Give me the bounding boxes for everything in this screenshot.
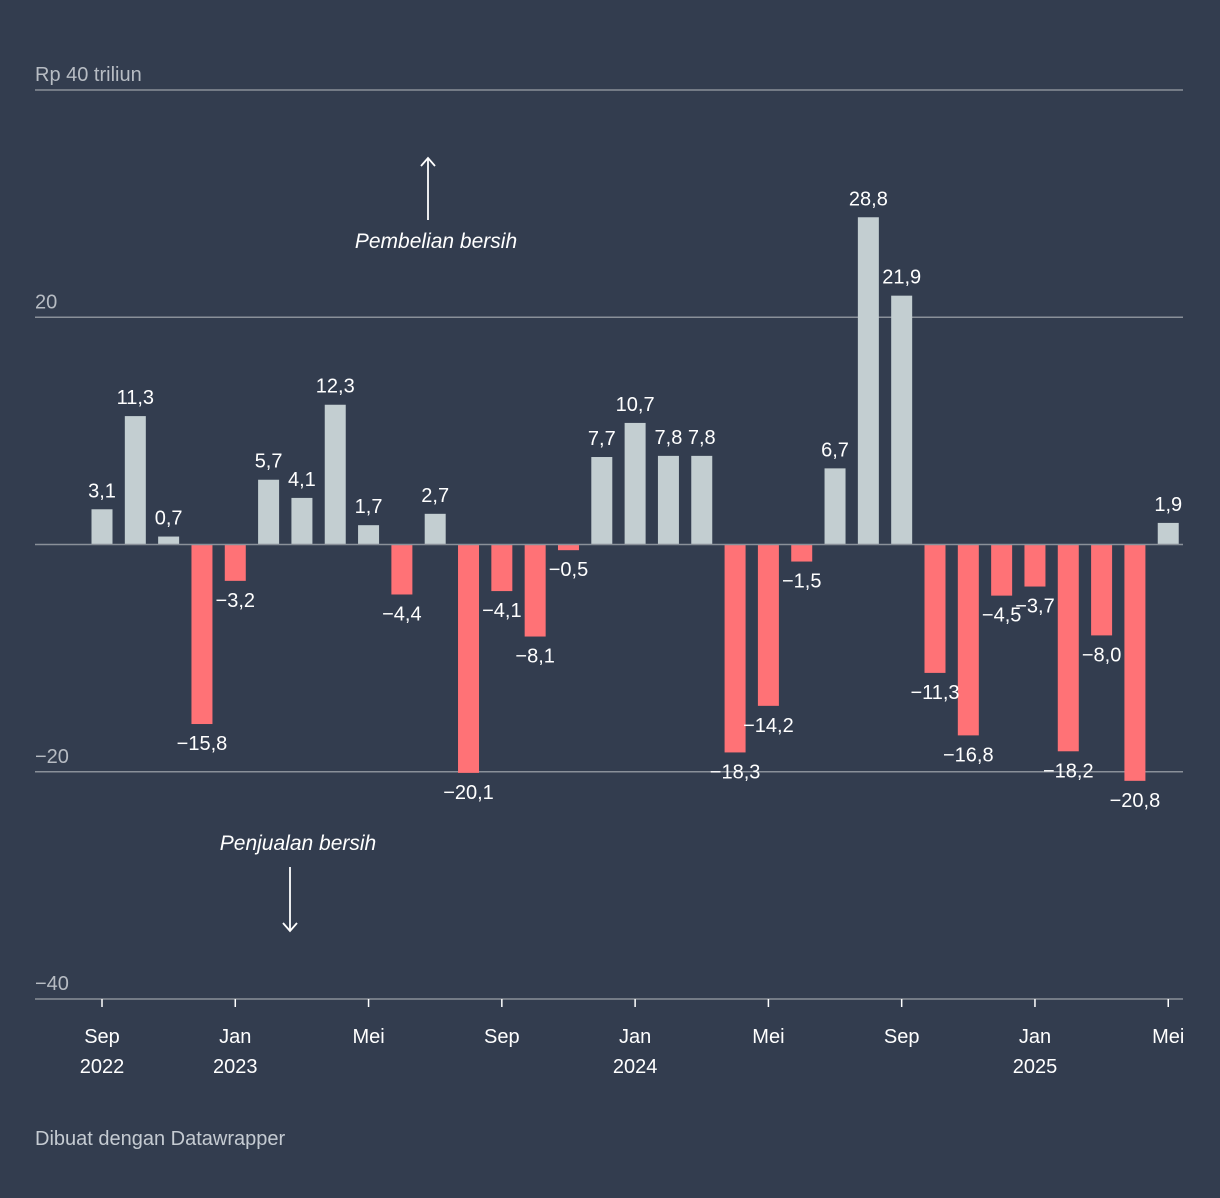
bar-positive	[91, 509, 113, 545]
bar-negative	[491, 544, 513, 592]
y-tick-label: −20	[35, 746, 69, 768]
bar-negative	[1091, 544, 1113, 636]
datawrapper-credit: Dibuat dengan Datawrapper	[35, 1128, 286, 1150]
bar-negative	[991, 544, 1013, 596]
bar-value-label: −14,2	[743, 715, 794, 737]
bar-positive	[158, 536, 180, 545]
bar-value-label: −15,8	[177, 733, 228, 755]
bar-value-label: 7,7	[588, 428, 616, 450]
bar-negative	[924, 544, 946, 673]
bar-value-label: 1,9	[1154, 494, 1182, 516]
bar-positive	[124, 416, 146, 545]
bar-value-label: −1,5	[782, 571, 821, 593]
x-tick-label-month: Jan	[619, 1026, 651, 1048]
y-tick-label: −40	[35, 973, 69, 995]
bar-positive	[691, 455, 713, 545]
x-tick-label-year: 2023	[213, 1056, 258, 1078]
bar-positive	[891, 295, 913, 545]
y-tick-label: 20	[35, 291, 57, 313]
arrow-down-icon	[282, 922, 298, 933]
bar-value-label: −4,4	[382, 603, 421, 625]
bar-negative	[757, 544, 779, 706]
bar-value-label: 21,9	[882, 267, 921, 289]
x-tick-label-year: 2022	[80, 1056, 125, 1078]
bar-negative	[957, 544, 979, 736]
bar-value-label: −18,3	[710, 761, 761, 783]
bar-value-label: 12,3	[316, 376, 355, 398]
bar-value-label: −20,1	[443, 782, 494, 804]
bar-positive	[258, 479, 280, 545]
bar-positive	[857, 217, 879, 545]
bar-value-label: −18,2	[1043, 760, 1094, 782]
bar-value-label: −16,8	[943, 744, 994, 766]
bar-value-label: 3,1	[88, 480, 116, 502]
bar-negative	[391, 544, 413, 595]
bar-value-label: −4,5	[982, 605, 1021, 627]
x-tick-label-month: Jan	[219, 1026, 251, 1048]
bar-negative	[224, 544, 246, 581]
annotation-net-sell: Penjualan bersih	[220, 832, 376, 855]
bar-positive	[624, 422, 646, 545]
x-tick-label-month: Mei	[352, 1026, 384, 1048]
bar-positive	[291, 497, 313, 545]
bar-negative	[557, 544, 579, 551]
x-tick-label-year: 2025	[1013, 1056, 1058, 1078]
bar-negative	[791, 544, 813, 562]
bar-negative	[1057, 544, 1079, 752]
bar-value-label: 1,7	[355, 496, 383, 518]
x-tick-label-month: Sep	[884, 1026, 920, 1048]
bar-negative	[524, 544, 546, 637]
bar-value-label: 7,8	[655, 427, 683, 449]
y-tick-label: Rp 40 triliun	[35, 64, 142, 86]
bar-value-label: 5,7	[255, 451, 283, 473]
bar-positive	[424, 513, 446, 545]
x-tick-label-month: Jan	[1019, 1026, 1051, 1048]
annotation-net-buy: Pembelian bersih	[355, 230, 517, 253]
bar-value-label: 2,7	[421, 485, 449, 507]
bar-positive	[324, 404, 346, 545]
bar-positive	[591, 457, 613, 545]
bar-value-label: −3,7	[1015, 596, 1054, 618]
bar-value-label: 28,8	[849, 188, 888, 210]
bar-value-label: 6,7	[821, 439, 849, 461]
bar-value-label: 10,7	[616, 394, 655, 416]
bar-value-label: −0,5	[549, 559, 588, 581]
bar-value-label: 4,1	[288, 469, 316, 491]
bar-positive	[824, 468, 846, 545]
bar-value-label: 11,3	[117, 387, 154, 409]
arrow-up-icon	[420, 156, 436, 167]
x-tick-label-month: Sep	[484, 1026, 520, 1048]
bar-negative	[191, 544, 213, 725]
x-tick-label-month: Mei	[752, 1026, 784, 1048]
bar-negative	[724, 544, 746, 753]
x-tick-label-month: Sep	[84, 1026, 120, 1048]
bar-value-label: −8,1	[515, 646, 554, 668]
x-tick-label-month: Mei	[1152, 1026, 1184, 1048]
bar-positive	[1157, 522, 1179, 545]
bar-value-label: −8,0	[1082, 644, 1121, 666]
bar-value-label: −20,8	[1110, 790, 1161, 812]
bar-value-label: 0,7	[155, 508, 183, 530]
bar-value-label: −4,1	[482, 600, 521, 622]
bar-value-label: −11,3	[910, 682, 959, 704]
x-tick-label-year: 2024	[613, 1056, 658, 1078]
bar-value-label: −3,2	[216, 590, 255, 612]
bar-negative	[1024, 544, 1046, 587]
bar-negative	[1124, 544, 1146, 781]
bar-value-label: 7,8	[688, 427, 716, 449]
bar-negative	[458, 544, 480, 773]
bar-positive	[358, 525, 380, 545]
bar-positive	[657, 455, 679, 545]
